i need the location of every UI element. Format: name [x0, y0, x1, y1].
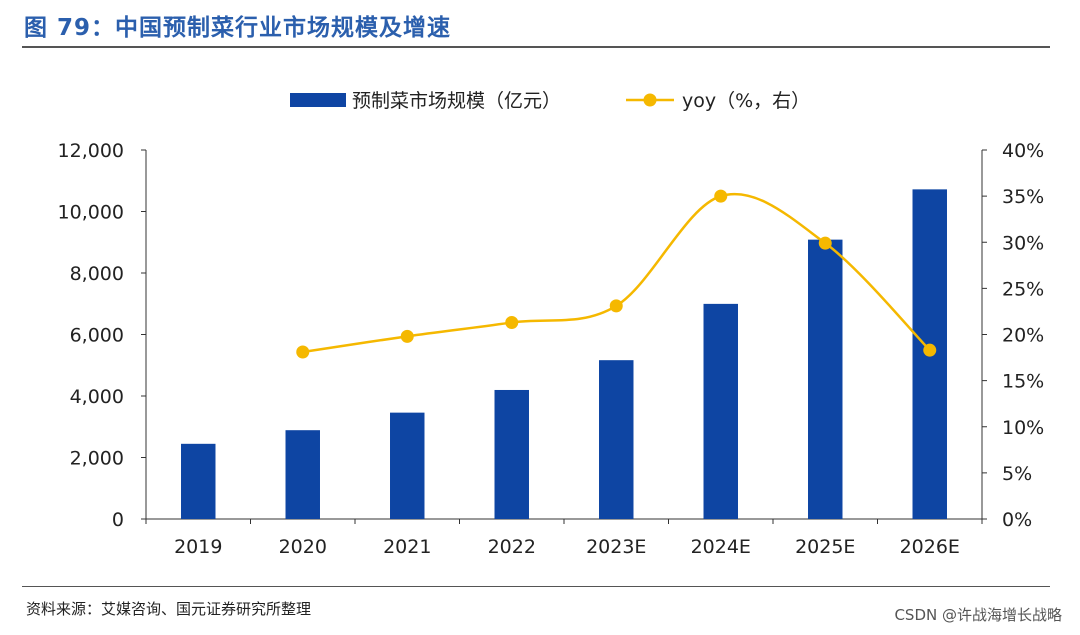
chart-canvas: 预制菜市场规模（亿元） yoy（%，右） 0 2,000 4,000 6,000 8,00… — [58, 90, 1045, 558]
yoy-point — [296, 345, 310, 359]
y-left-tick-label: 0 — [112, 509, 124, 531]
y-left-tick-label: 12,000 — [58, 140, 124, 162]
bar-series — [181, 189, 947, 520]
legend-line-label: yoy（%，右） — [682, 90, 810, 112]
yoy-point — [505, 316, 519, 330]
yoy-point — [609, 299, 623, 313]
yoy-point — [818, 236, 832, 250]
bar — [808, 239, 843, 520]
x-tick-label: 2023E — [586, 536, 646, 558]
bar — [599, 360, 634, 519]
bar — [181, 443, 216, 519]
x-tick-label: 2026E — [900, 536, 960, 558]
y-right-tick-label: 10% — [1002, 417, 1044, 439]
legend-bar-label: 预制菜市场规模（亿元） — [352, 90, 561, 112]
x-tick-label: 2025E — [795, 536, 855, 558]
legend-line-marker — [643, 93, 657, 107]
y-right-tick-label: 35% — [1002, 186, 1044, 208]
line-series — [296, 189, 937, 359]
chart-axes: 0 2,000 4,000 6,000 8,000 10,000 12,000 0% 5% 10%… — [58, 140, 1045, 558]
y-right-tick-label: 0% — [1002, 509, 1032, 531]
figure-title: 图 79：中国预制菜行业市场规模及增速 — [24, 15, 452, 41]
legend-bar-swatch — [290, 93, 346, 107]
yoy-point — [400, 329, 414, 343]
source-note: 资料来源：艾媒咨询、国元证券研究所整理 — [26, 600, 312, 618]
y-left-tick-label: 2,000 — [70, 448, 124, 470]
chart-legend: 预制菜市场规模（亿元） yoy（%，右） — [290, 90, 810, 112]
bar — [390, 412, 425, 519]
watermark: CSDN @许战海增长战略 — [894, 606, 1062, 624]
title-divider — [22, 46, 1050, 48]
x-tick-label: 2019 — [174, 536, 222, 558]
x-tick-label: 2021 — [383, 536, 431, 558]
y-right-tick-label: 25% — [1002, 278, 1044, 300]
y-right-tick-label: 40% — [1002, 140, 1044, 162]
y-right-tick-label: 5% — [1002, 463, 1032, 485]
bar — [703, 303, 738, 519]
x-tick-label: 2022 — [488, 536, 536, 558]
bar — [494, 389, 529, 519]
y-left-tick-label: 4,000 — [70, 386, 124, 408]
footer-divider — [22, 586, 1050, 587]
yoy-point — [714, 189, 728, 203]
y-right-tick-label: 30% — [1002, 232, 1044, 254]
y-left-tick-label: 8,000 — [70, 263, 124, 285]
y-right-tick-label: 15% — [1002, 371, 1044, 393]
bar — [285, 430, 320, 519]
x-tick-label: 2024E — [691, 536, 751, 558]
y-right-tick-label: 20% — [1002, 325, 1044, 347]
y-left-tick-label: 6,000 — [70, 325, 124, 347]
x-tick-label: 2020 — [279, 536, 327, 558]
yoy-point — [923, 343, 937, 357]
y-left-tick-label: 10,000 — [58, 202, 124, 224]
